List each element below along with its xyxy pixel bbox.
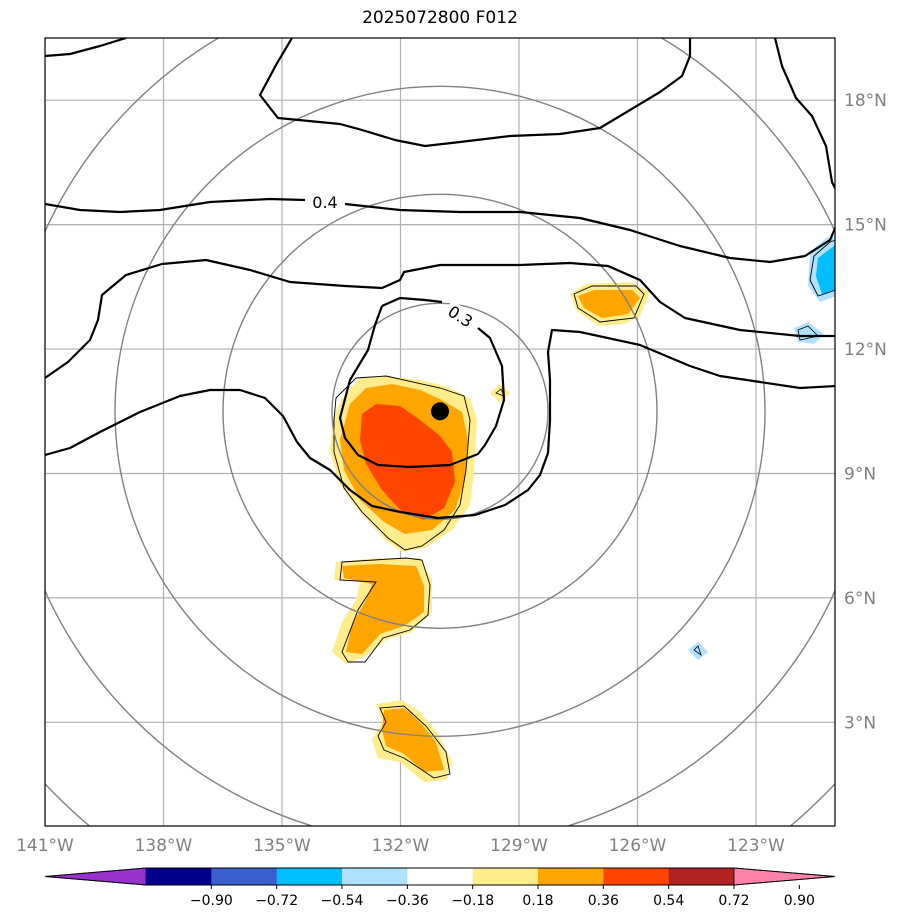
colorbar-tick-label-0: −0.90 xyxy=(190,893,233,909)
contour-label-04-group: 0.4 xyxy=(309,193,341,212)
colorbar-tick-label-7: 0.54 xyxy=(653,893,684,909)
lon-tick-label-3: 132°W xyxy=(372,836,430,856)
shade-neg-south xyxy=(688,642,708,660)
colorbar-tick-label-4: −0.18 xyxy=(451,893,494,909)
longitude-tick-labels: 141°W 138°W 135°W 132°W 129°W 126°W 123°W xyxy=(16,836,785,856)
shade-speck-yellow xyxy=(490,384,510,403)
contour-main-thin xyxy=(333,375,471,551)
lat-tick-label-0: 3°N xyxy=(844,713,876,733)
contour-mid-thin xyxy=(339,557,431,663)
colorbar-tick-label-2: −0.54 xyxy=(321,893,364,909)
contour-north-a xyxy=(45,38,127,58)
contour-ne-thin xyxy=(573,285,645,323)
colorbar-segment-7 xyxy=(538,868,604,885)
contour-mid-band xyxy=(45,258,835,379)
lon-tick-label-4: 129°W xyxy=(490,836,548,856)
colorbar-tick-label-6: 0.36 xyxy=(588,893,619,909)
shading-negative xyxy=(688,236,835,660)
colorbar-segment-9 xyxy=(668,868,735,885)
colorbar-tick-label-9: 0.90 xyxy=(784,893,815,909)
lat-tick-label-5: 18°N xyxy=(844,91,887,111)
contour-04 xyxy=(45,197,835,264)
shade-neg-east-dark xyxy=(816,246,835,294)
colorbar-extend-high xyxy=(733,867,836,886)
contour-neg-south xyxy=(693,645,702,657)
chart-title: 2025072800 F012 xyxy=(362,8,518,28)
colorbar-outline xyxy=(44,867,836,886)
lat-tick-label-1: 6°N xyxy=(844,589,876,609)
colorbar-segment-3 xyxy=(276,868,343,885)
colorbar: −0.90 −0.72 −0.54 −0.36 −0.18 0.18 0.36 0.54 0.7… xyxy=(44,867,836,909)
storm-center-marker xyxy=(431,402,449,421)
colorbar-segment-8 xyxy=(603,868,670,885)
contour-label-bg xyxy=(309,193,341,212)
shade-low-orange xyxy=(382,708,444,772)
colorbar-tick-label-1: −0.72 xyxy=(255,893,298,909)
contour-label-bg xyxy=(441,300,479,333)
contour-neg-east xyxy=(809,239,835,297)
lon-tick-label-6: 123°W xyxy=(727,836,785,856)
plot-frame xyxy=(44,37,836,827)
gridlines xyxy=(45,38,835,826)
lon-tick-label-1: 138°W xyxy=(135,836,193,856)
colorbar-segment-4 xyxy=(342,868,408,885)
colorbar-segment-5 xyxy=(407,868,474,885)
latitude-tick-labels: 3°N 6°N 9°N 12°N 15°N 18°N xyxy=(844,91,887,733)
lon-tick-label-2: 135°W xyxy=(253,836,311,856)
thick-contours xyxy=(45,38,835,520)
shade-main-red xyxy=(360,404,455,520)
colorbar-extend-low xyxy=(44,867,147,886)
colorbar-tick-label-5: 0.18 xyxy=(522,893,553,909)
colorbar-segment-6 xyxy=(472,868,539,885)
colorbar-tick-label-8: 0.72 xyxy=(718,893,749,909)
colorbar-tick-label-3: −0.36 xyxy=(386,893,429,909)
contour-03 xyxy=(338,296,506,469)
lat-tick-label-3: 12°N xyxy=(844,340,887,360)
shade-mid-orange xyxy=(342,564,424,654)
contour-north-b xyxy=(258,38,692,148)
colorbar-segment-2 xyxy=(211,868,278,885)
lat-tick-label-2: 9°N xyxy=(844,464,876,484)
range-ring-1 xyxy=(331,302,549,520)
range-ring-3 xyxy=(114,85,766,737)
shade-neg-east2 xyxy=(794,322,824,344)
lon-tick-label-0: 141°W xyxy=(16,836,74,856)
colorbar-segment-1 xyxy=(146,868,212,885)
lon-tick-label-5: 126°W xyxy=(609,836,667,856)
contour-north-c xyxy=(773,38,835,191)
contour-label-04: 0.4 xyxy=(312,193,337,212)
lat-tick-label-4: 15°N xyxy=(844,216,887,236)
range-ring-2 xyxy=(222,193,658,629)
contour-south-band xyxy=(45,328,835,520)
